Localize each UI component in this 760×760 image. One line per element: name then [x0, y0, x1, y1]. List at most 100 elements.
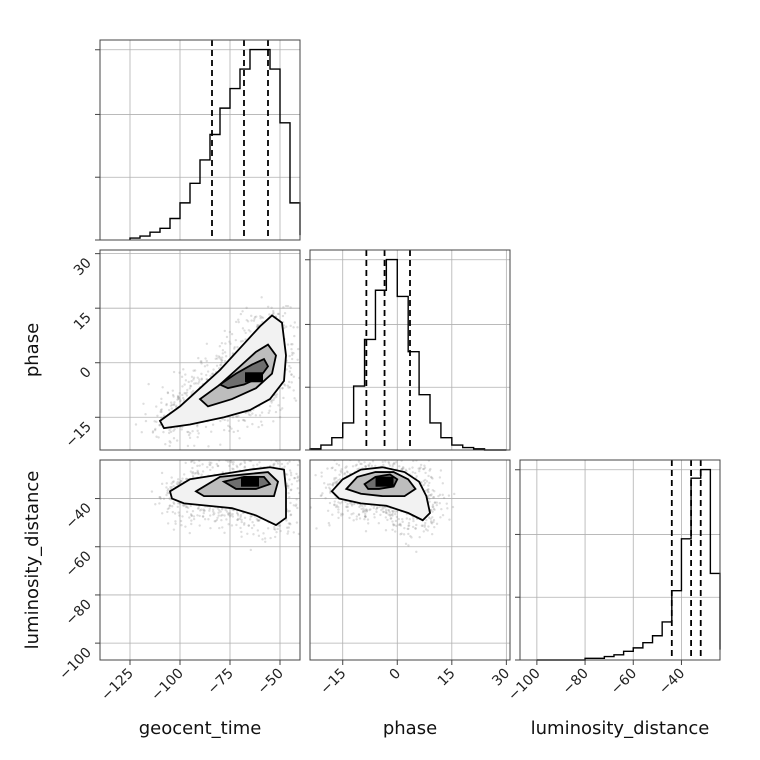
- pair-frame: [309, 459, 511, 661]
- scatter-point: [372, 512, 376, 516]
- scatter-point: [177, 396, 180, 399]
- scatter-point: [428, 469, 431, 472]
- scatter-point: [428, 500, 431, 503]
- scatter-point: [255, 517, 258, 521]
- scatter-point: [402, 467, 405, 470]
- scatter-point: [184, 392, 187, 395]
- x-tick-label-luminosity_distance-2: −60: [608, 666, 640, 698]
- scatter-point: [172, 484, 175, 488]
- scatter-point: [437, 494, 440, 498]
- scatter-point: [218, 526, 221, 530]
- scatter-point: [414, 527, 417, 530]
- scatter-point: [178, 481, 182, 485]
- scatter-point: [288, 522, 291, 525]
- scatter-point: [272, 311, 275, 314]
- scatter-point: [210, 372, 214, 376]
- scatter-point: [172, 403, 175, 407]
- scatter-point: [360, 462, 363, 466]
- scatter-point: [190, 379, 193, 383]
- scatter-point: [220, 361, 223, 364]
- scatter-point: [256, 519, 259, 522]
- scatter-point: [446, 507, 449, 510]
- scatter-point: [198, 514, 201, 518]
- scatter-point: [269, 399, 272, 402]
- scatter-point: [220, 356, 224, 359]
- scatter-point: [190, 375, 194, 379]
- scatter-point: [230, 332, 234, 336]
- scatter-point: [410, 455, 412, 457]
- scatter-point: [275, 393, 279, 396]
- scatter-point: [331, 483, 334, 486]
- scatter-point: [176, 505, 179, 509]
- scatter-point: [335, 504, 339, 507]
- scatter-point: [384, 460, 387, 463]
- density-peak: [241, 476, 259, 487]
- scatter-point: [214, 446, 216, 448]
- scatter-point: [344, 466, 347, 469]
- scatter-point: [243, 419, 247, 423]
- scatter-point: [288, 386, 292, 389]
- scatter-point: [192, 389, 195, 393]
- scatter-point: [430, 532, 434, 536]
- scatter-point: [217, 367, 221, 370]
- scatter-point: [453, 492, 456, 496]
- scatter-point: [276, 456, 278, 458]
- scatter-point: [246, 411, 250, 414]
- scatter-point: [187, 433, 191, 437]
- scatter-point: [197, 356, 200, 360]
- scatter-point: [409, 534, 412, 538]
- scatter-point: [191, 429, 194, 433]
- scatter-point: [335, 480, 338, 483]
- scatter-point: [194, 382, 198, 385]
- scatter-point: [410, 536, 413, 539]
- scatter-point: [429, 520, 433, 523]
- scatter-point: [162, 497, 166, 501]
- scatter-point: [370, 464, 374, 468]
- scatter-point: [290, 373, 293, 377]
- scatter-point: [400, 468, 403, 471]
- scatter-point: [249, 457, 251, 459]
- scatter-point: [239, 312, 243, 316]
- scatter-point: [236, 345, 239, 349]
- scatter-point: [234, 338, 238, 342]
- scatter-point: [402, 457, 404, 459]
- scatter-point: [392, 461, 396, 465]
- scatter-point: [191, 474, 195, 478]
- scatter-point: [216, 464, 220, 468]
- scatter-point: [333, 503, 336, 506]
- scatter-point: [237, 517, 240, 521]
- scatter-point: [197, 472, 200, 476]
- scatter-point: [423, 525, 426, 529]
- scatter-point: [234, 415, 238, 418]
- scatter-point: [331, 513, 334, 516]
- scatter-point: [292, 375, 296, 378]
- scatter-point: [340, 514, 343, 517]
- scatter-point: [381, 507, 384, 510]
- scatter-point: [165, 482, 168, 485]
- scatter-point: [167, 431, 171, 435]
- scatter-point: [266, 305, 270, 309]
- scatter-point: [193, 461, 196, 465]
- scatter-point: [300, 509, 302, 511]
- scatter-point: [411, 471, 415, 474]
- scatter-point: [366, 518, 370, 521]
- scatter-point: [202, 508, 205, 511]
- scatter-point: [257, 519, 260, 522]
- scatter-point: [385, 455, 387, 457]
- scatter-point: [198, 380, 201, 383]
- scatter-point: [341, 513, 345, 516]
- scatter-point: [140, 431, 143, 434]
- scatter-point: [285, 519, 288, 522]
- scatter-point: [240, 520, 243, 524]
- scatter-point: [276, 462, 280, 465]
- scatter-point: [417, 467, 420, 470]
- x-axis-label-luminosity-distance: luminosity_distance: [531, 718, 710, 739]
- scatter-point: [243, 466, 246, 469]
- scatter-point: [272, 309, 275, 313]
- scatter-point: [200, 362, 203, 365]
- scatter-point: [144, 419, 148, 423]
- x-tick-label-geocent_time-3: −50: [255, 666, 287, 698]
- scatter-point: [179, 399, 182, 402]
- scatter-point: [194, 472, 198, 475]
- scatter-point: [182, 398, 186, 402]
